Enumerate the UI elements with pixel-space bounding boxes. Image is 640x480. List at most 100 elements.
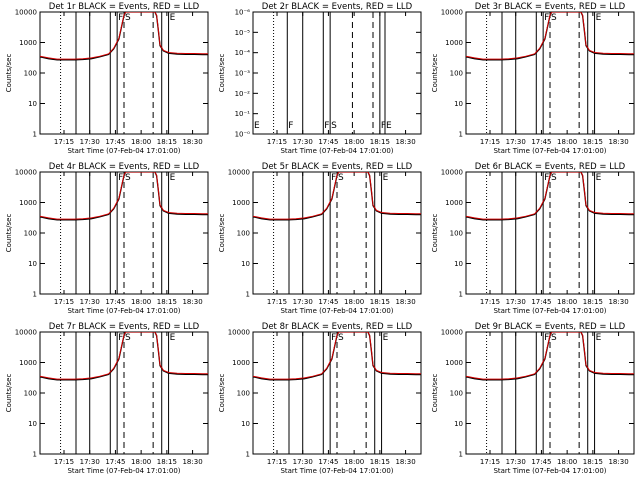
y-axis-label: Counts/sec [431,214,439,253]
x-tick-label: 17:15 [480,138,500,146]
marker-flag: F [544,333,549,343]
marker-flag: S [338,173,344,183]
x-tick-label: 18:00 [344,458,364,466]
marker-flag: E [383,173,389,183]
y-tick-label: 10000 [228,169,250,177]
series-line-events [40,332,208,381]
marker-flag: F [331,333,336,343]
x-tick-label: 17:15 [480,458,500,466]
y-tick-label: 100 [237,230,250,238]
marker-flag: S [125,333,131,343]
y-axis-label: Counts/sec [5,374,13,413]
x-tick-label: 18:15 [370,138,390,146]
x-tick-label: 18:00 [557,298,577,306]
y-tick-label: 10⁻² [235,90,251,98]
x-tick-label: 18:15 [157,298,177,306]
y-tick-label: 10 [28,100,37,108]
x-tick-label: 18:00 [344,138,364,146]
x-tick-label: 17:30 [293,458,313,466]
x-tick-label: 18:00 [131,458,151,466]
x-tick-label: 18:15 [583,138,603,146]
marker-flag: S [338,333,344,343]
chart-title: Det 7r BLACK = Events, RED = LLD [49,322,200,332]
x-tick-label: 17:45 [318,298,338,306]
x-axis-label: Start Time (07-Feb-04 17:01:00) [493,147,606,155]
chart-panel: Det 1r BLACK = Events, RED = LLD Counts/s… [5,2,209,155]
x-tick-label: 18:15 [157,138,177,146]
x-tick-label: 18:30 [395,458,415,466]
y-tick-label: 10 [28,260,37,268]
x-tick-label: 18:00 [131,138,151,146]
x-tick-label: 17:45 [531,138,551,146]
y-axis-label: Counts/sec [218,54,226,93]
y-tick-label: 1 [459,451,463,459]
y-axis-label: Counts/sec [218,374,226,413]
x-tick-label: 17:15 [267,138,287,146]
x-tick-label: 17:15 [267,458,287,466]
x-tick-label: 17:45 [105,298,125,306]
series-line-lld [40,172,208,220]
x-tick-label: 17:30 [506,458,526,466]
series-line-events [466,172,634,221]
y-tick-label: 10 [454,420,463,428]
chart-title: Det 9r BLACK = Events, RED = LLD [475,322,626,332]
y-tick-label: 10 [28,420,37,428]
y-tick-label: 10⁻⁶ [235,9,251,17]
x-tick-label: 18:30 [182,458,202,466]
y-tick-label: 1 [33,291,37,299]
x-tick-label: 17:15 [54,458,74,466]
y-tick-label: 100 [450,390,463,398]
y-tick-label: 100 [24,70,37,78]
series-line-events [253,172,421,221]
marker-flag: E [170,333,176,343]
x-tick-label: 17:15 [54,138,74,146]
series-line-lld [40,12,208,60]
x-tick-label: 18:15 [370,298,390,306]
y-tick-label: 1000 [445,359,463,367]
marker-flag: F [118,173,123,183]
chart-title: Det 3r BLACK = Events, RED = LLD [475,2,626,12]
y-tick-label: 10000 [15,329,37,337]
x-tick-label: 18:15 [157,458,177,466]
x-axis-label: Start Time (07-Feb-04 17:01:00) [67,307,180,315]
marker-flag: F [381,121,386,131]
y-tick-label: 10000 [441,329,463,337]
marker-flag: F [544,173,549,183]
chart-panel: Det 9r BLACK = Events, RED = LLD Counts/s… [431,322,635,475]
series-line-lld [253,332,421,380]
x-tick-label: 17:15 [267,298,287,306]
x-tick-label: 18:15 [583,458,603,466]
chart-panel: Det 2r BLACK = Events, RED = LLD Counts/s… [218,2,422,155]
x-axis-label: Start Time (07-Feb-04 17:01:00) [280,467,393,475]
marker-flag: S [125,173,131,183]
x-tick-label: 18:00 [557,138,577,146]
x-tick-label: 18:30 [395,298,415,306]
x-tick-label: 17:15 [54,298,74,306]
y-tick-label: 1000 [19,199,37,207]
x-tick-label: 18:30 [608,138,628,146]
y-tick-label: 10000 [228,329,250,337]
x-tick-label: 17:15 [480,298,500,306]
plot-frame [252,11,422,135]
y-tick-label: 1 [459,131,463,139]
y-tick-label: 1000 [445,199,463,207]
x-tick-label: 17:30 [80,138,100,146]
y-tick-label: 1000 [232,359,250,367]
marker-flag: S [125,13,131,23]
marker-flag: S [551,173,557,183]
y-tick-label: 1 [33,451,37,459]
marker-flag: E [254,121,260,131]
y-tick-label: 1000 [19,39,37,47]
x-tick-label: 18:30 [182,298,202,306]
x-tick-label: 17:45 [318,138,338,146]
marker-flag: F [331,173,336,183]
chart-title: Det 2r BLACK = Events, RED = LLD [262,2,413,12]
marker-flag: F [118,333,123,343]
y-axis-label: Counts/sec [218,214,226,253]
y-tick-label: 100 [24,390,37,398]
x-tick-label: 18:15 [370,458,390,466]
x-tick-label: 18:00 [557,458,577,466]
series-line-events [466,12,634,61]
y-tick-label: 10000 [15,169,37,177]
